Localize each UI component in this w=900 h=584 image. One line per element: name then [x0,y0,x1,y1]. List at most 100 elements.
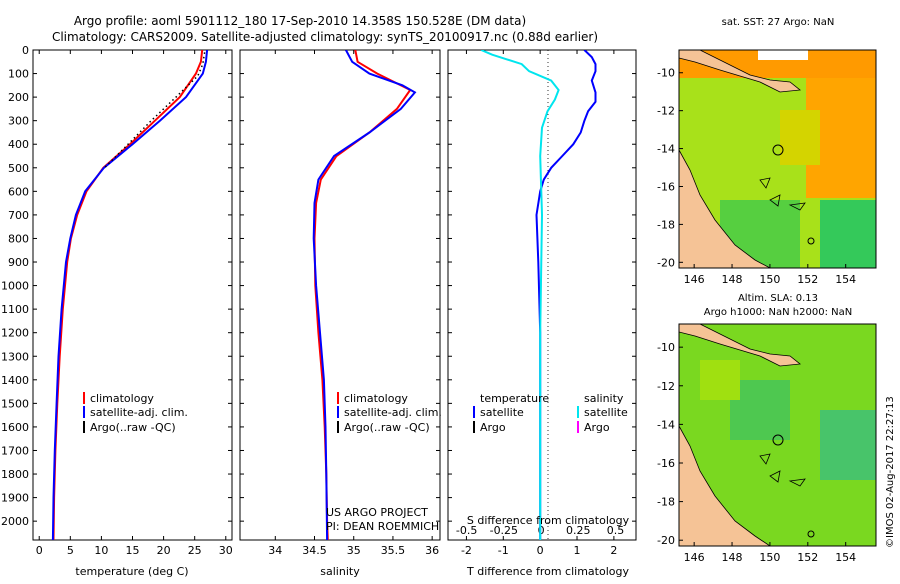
x-tick-label: 35.5 [381,544,406,557]
temperature-legend: climatology satellite-adj. clim. Argo(..… [83,392,188,434]
series-line-salinity-satellite [480,50,560,540]
legend-title-temperature: temperature [480,392,549,405]
sla-map-frame [678,323,877,547]
depth-tick-label: 1100 [1,303,29,316]
depth-tick-label: 1900 [1,492,29,505]
sla-map-axes: 146 148 150 152 154 -10 -12 -14 -16 -18 -20 [657,341,856,564]
map-x-tick-label: 154 [835,551,856,564]
x-tick-label: 34.5 [302,544,327,557]
series-line-climatology [313,50,412,540]
depth-axis: 0 100 200 300 400 500 600 700 800 900 1000 1100 1200… [1,44,636,528]
x2-tick-label: 0.5 [607,524,625,537]
temperature-x-axis: 0 5 10 15 20 25 30 [36,50,233,557]
map-y-tick-label: -20 [657,256,675,269]
figure-title-line1: Argo profile: aoml 5901112_180 17-Sep-20… [74,14,526,28]
x-tick-label: 34 [268,544,282,557]
x-tick-label: 15 [126,544,140,557]
x-tick-label: 30 [219,544,233,557]
legend-label-climatology: climatology [344,392,408,405]
legend-label-sal-argo: Argo [584,421,610,434]
salinity-x-axis: 34 34.5 35 35.5 36 [268,50,439,557]
map-x-tick-label: 154 [835,273,856,286]
map-y-tick-label: -20 [657,534,675,547]
salinity-axes-frame [239,49,441,541]
map-x-tick-label: 148 [722,551,743,564]
reef-outlines [759,177,806,211]
series-line-satellite-adj-clim- [51,50,209,540]
australia-coast-land [679,149,771,268]
t-difference-xlabel: T difference from climatology [466,565,629,578]
map-y-tick-label: -10 [657,67,675,80]
depth-tick-label: 1400 [1,374,29,387]
australia-coast-land [679,425,771,546]
depth-tick-label: 1200 [1,327,29,340]
series-line-satellite-adj-clim- [312,50,417,540]
depth-tick-label: 0 [22,44,29,57]
x-tick-label: -1 [498,544,509,557]
depth-tick-label: 800 [8,232,29,245]
difference-axes-frame [447,49,637,541]
x-tick-label: 25 [188,544,202,557]
depth-tick-label: 1600 [1,421,29,434]
map-x-tick-label: 152 [797,551,818,564]
x2-tick-label: -0.5 [456,524,477,537]
sst-map-frame [678,49,877,269]
map-x-tick-label: 150 [759,551,780,564]
png-coast-land [679,324,802,367]
sst-map-title: sat. SST: 27 Argo: NaN [722,17,835,28]
sla-map: Altim. SLA: 0.13 Argo h1000: NaN h2000: … [657,293,877,564]
map-y-tick-label: -14 [657,143,675,156]
series-line-climatology [52,50,204,540]
temperature-panel: 0100200300400500600700800900100011001200… [1,44,636,578]
temperature-series [51,50,209,540]
sla-map-field [679,324,876,546]
map-x-tick-label: 152 [797,273,818,286]
x-tick-label: 5 [67,544,74,557]
depth-tick-label: 1700 [1,444,29,457]
salinity-series [312,50,417,540]
profile-marker [772,144,784,156]
sst-map-axes: 146 148 150 152 154 -10 -12 -14 -16 -18 -20 [657,67,856,286]
difference-series [480,50,597,540]
map-y-tick-label: -10 [657,341,675,354]
map-y-tick-label: -18 [657,218,675,231]
x2-tick-label: -0.25 [490,524,518,537]
map-x-tick-label: 148 [722,273,743,286]
depth-tick-label: 900 [8,256,29,269]
pi-credit: PI: DEAN ROEMMICH [326,520,439,533]
legend-label-satellite: satellite-adj. clim. [344,406,442,419]
legend-label-temp-satellite: satellite [480,406,524,419]
legend-label-climatology: climatology [90,392,154,405]
map-y-tick-label: -18 [657,496,675,509]
depth-tick-label: 1300 [1,350,29,363]
difference-legend: temperature salinity satellite Argo sate… [473,392,628,434]
depth-tick-label: 400 [8,138,29,151]
legend-label-temp-argo: Argo [480,421,506,434]
map-x-tick-label: 146 [684,273,705,286]
x-tick-label: 1 [574,544,581,557]
x-tick-label: 35 [347,544,361,557]
map-y-tick-label: -16 [657,457,675,470]
x-tick-label: 2 [610,544,617,557]
x-tick-label: 20 [157,544,171,557]
depth-tick-label: 600 [8,185,29,198]
map-x-tick-label: 150 [759,273,780,286]
sla-map-title: Altim. SLA: 0.13 [738,293,818,304]
difference-x-axis: -2 -1 0 1 2-0.5 -0.25 0 0.25 0.5 [456,50,624,557]
profile-marker [772,434,784,446]
map-x-tick-label: 146 [684,551,705,564]
x-tick-label: 0 [537,544,544,557]
sst-map-field [679,50,876,268]
sst-cool-patch-se [820,200,876,268]
no-data-patch [758,50,808,60]
sla-high-patch [700,360,740,400]
series-line-argo-raw-qc- [103,52,206,169]
s-difference-label: S difference from climatology [467,514,630,527]
x-tick-label: 0 [36,544,43,557]
reef-outlines [759,453,806,487]
map-y-tick-label: -14 [657,418,675,431]
project-credit: US ARGO PROJECT [326,506,428,519]
map-y-tick-label: -16 [657,180,675,193]
legend-label-argo: Argo(..raw -QC) [344,421,430,434]
